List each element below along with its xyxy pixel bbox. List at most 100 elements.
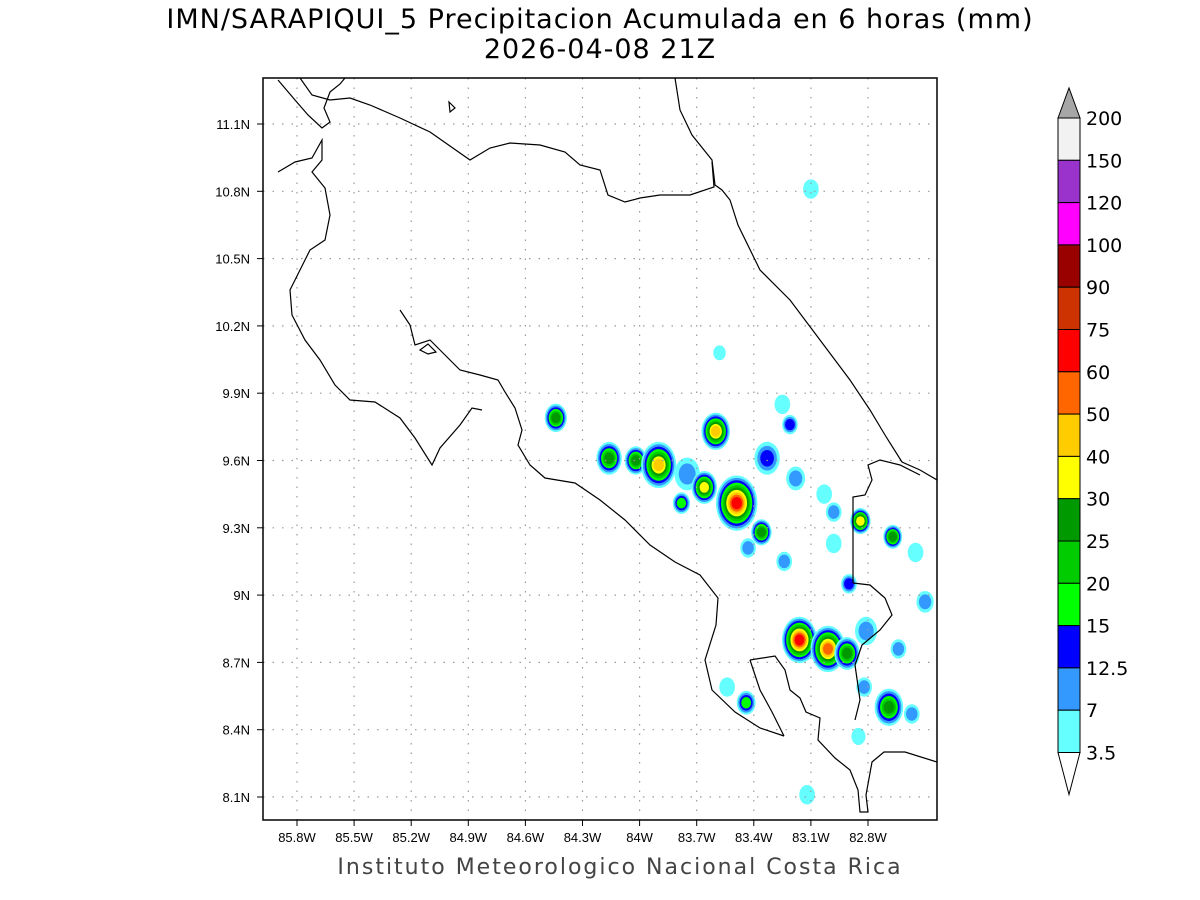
precipitation-field (544, 179, 934, 805)
colorbar-swatch (1057, 498, 1081, 542)
footer-credit: Instituto Meteorologico Nacional Costa R… (337, 855, 903, 880)
precip-contour (760, 449, 774, 467)
colorbar-label: 20 (1086, 573, 1110, 595)
colorbar-under-arrow (1057, 752, 1081, 797)
lat-tick-label: 8.4N (223, 723, 250, 738)
colorbar-swatch (1057, 117, 1081, 161)
lon-tick-label: 85.2W (392, 830, 430, 845)
colorbar-swatch (1057, 667, 1081, 711)
precip-contour (742, 541, 754, 555)
lat-tick-label: 9.3N (223, 521, 250, 536)
colorbar-swatch (1057, 329, 1081, 373)
colorbar-label: 60 (1086, 362, 1110, 384)
colorbar-label: 90 (1086, 277, 1110, 299)
lon-tick-label: 82.8W (849, 830, 887, 845)
colorbar-legend: 200 150 120 100 90 75 60 50 40 30 25 20 15 12.5 7 3.5 (1057, 86, 1128, 797)
lon-tick-label: 85.8W (278, 830, 316, 845)
coastlines (277, 78, 937, 813)
precip-cell (810, 625, 846, 673)
precip-contour (906, 707, 918, 721)
colorbar-label: 200 (1086, 108, 1122, 130)
colorbar-swatch (1057, 582, 1081, 627)
precip-cell (713, 345, 726, 361)
precip-cell (691, 470, 717, 504)
precip-contour (653, 458, 664, 472)
precip-contour (604, 452, 615, 465)
precip-cell (736, 690, 756, 715)
precip-contour (710, 425, 721, 437)
colorbar-label: 40 (1086, 446, 1110, 468)
colorbar-swatch (1057, 371, 1081, 415)
precip-cell (803, 179, 819, 199)
map-title: IMN/SARAPIQUI_5 Precipitacion Acumulada … (166, 4, 1034, 35)
colorbar-label: 50 (1086, 404, 1110, 426)
precip-cell (855, 616, 878, 646)
precip-contour (789, 470, 803, 487)
colorbar-swatch (1057, 286, 1081, 331)
colorbar-label: 3.5 (1086, 743, 1116, 765)
precip-cell (890, 639, 907, 659)
colorbar-over-arrow (1057, 86, 1081, 119)
lat-tick-label: 11.1N (216, 117, 250, 132)
precip-contour (892, 642, 905, 656)
precip-cell (816, 484, 833, 504)
precip-cell (641, 441, 677, 489)
precip-cell (856, 677, 873, 697)
lat-tick-label: 9N (233, 588, 250, 603)
nicoya-gulf (399, 309, 785, 737)
precip-cell (715, 475, 758, 531)
precip-contour (883, 701, 895, 714)
precip-cell (825, 533, 842, 554)
colorbar-label: 30 (1086, 489, 1110, 511)
precip-cell (544, 403, 567, 433)
colorbar-label: 25 (1086, 531, 1110, 553)
caribbean-coast (674, 78, 937, 481)
pacific-coast-north (277, 137, 483, 467)
colorbar-label: 12.5 (1086, 658, 1128, 680)
precip-cell (774, 394, 791, 415)
colorbar-label: 100 (1086, 235, 1122, 257)
colorbar-swatch (1057, 709, 1081, 754)
colorbar-swatch (1057, 244, 1081, 288)
lon-tick-label: 84W (626, 830, 653, 845)
precip-cell (786, 466, 806, 491)
precip-contour (907, 542, 924, 563)
colorbar-label: 150 (1086, 150, 1122, 172)
precip-cell (903, 704, 920, 724)
precip-contour (851, 727, 866, 746)
panama-border (852, 459, 921, 583)
precip-contour (756, 527, 766, 538)
colorbar-label: 120 (1086, 193, 1122, 215)
precip-contour (844, 578, 854, 590)
lon-tick-label: 84.3W (564, 830, 602, 845)
map-subtitle: 2026-04-08 21Z (483, 34, 717, 65)
precip-contour (678, 463, 696, 485)
colorbar-swatch (1057, 625, 1081, 669)
colorbar-label: 75 (1086, 320, 1110, 342)
precip-cell (907, 542, 924, 563)
precip-cell (751, 519, 772, 546)
lat-tick-label: 8.1N (223, 790, 250, 805)
lon-tick-label: 84.6W (507, 830, 545, 845)
precip-contour (856, 516, 865, 526)
precip-contour (719, 677, 735, 697)
precip-contour (778, 554, 790, 569)
precip-contour (774, 394, 791, 415)
precip-contour (822, 643, 834, 655)
lat-tick-label: 9.9N (223, 386, 250, 401)
precip-cell (874, 688, 904, 726)
lat-tick-label: 10.2N (215, 319, 250, 334)
island (448, 100, 456, 114)
precip-contour (676, 497, 687, 509)
precip-contour (858, 621, 874, 641)
osa-peninsula (749, 655, 937, 813)
colorbar-swatch (1057, 413, 1081, 457)
lon-tick-label: 83.1W (792, 830, 830, 845)
precip-cell (782, 414, 798, 435)
precip-contour (888, 531, 898, 542)
precip-contour (827, 505, 840, 519)
precip-cell (825, 502, 842, 522)
precip-contour (918, 594, 932, 610)
nicaragua-border (299, 78, 715, 203)
